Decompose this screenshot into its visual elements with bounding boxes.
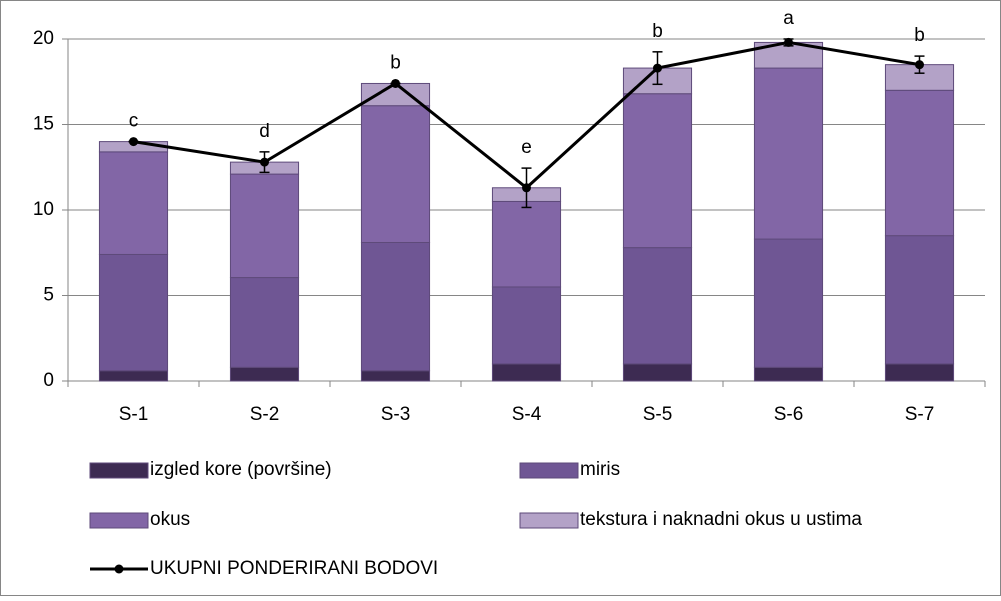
y-tick-label: 5 <box>43 285 54 306</box>
legend-label: miris <box>580 459 620 480</box>
legend-marker <box>114 564 124 574</box>
legend-label: UKUPNI PONDERIRANI BODOVI <box>150 558 438 579</box>
bar-segment <box>622 363 693 382</box>
bar-segment <box>360 105 431 243</box>
bar-segment <box>98 253 169 372</box>
total-point <box>260 157 269 167</box>
bar-segment <box>229 366 300 382</box>
x-tick-label: S-3 <box>381 404 411 425</box>
annotation: a <box>783 8 794 29</box>
bar-segment <box>98 370 169 382</box>
total-point <box>653 63 662 73</box>
bar-segment <box>360 370 431 382</box>
bar-segment <box>753 366 824 382</box>
bar-segment <box>753 238 824 368</box>
total-point <box>391 78 400 88</box>
annotation: b <box>914 25 925 46</box>
bar-segment <box>753 67 824 240</box>
x-tick-label: S-4 <box>512 404 542 425</box>
annotation: b <box>390 52 401 73</box>
y-tick-label: 10 <box>33 199 54 220</box>
bar-segment <box>491 200 562 288</box>
bar-segment <box>229 277 300 368</box>
legend-swatch <box>89 462 149 479</box>
bar-segment <box>491 286 562 365</box>
total-point <box>522 183 531 193</box>
total-point <box>915 60 924 70</box>
bar-segment <box>98 151 169 255</box>
legend-label: okus <box>150 509 190 530</box>
total-point <box>129 137 138 147</box>
bar-segment <box>884 89 955 237</box>
bar-segment <box>884 235 955 365</box>
x-tick-label: S-1 <box>119 404 149 425</box>
bar-segment <box>491 363 562 382</box>
annotation: b <box>652 21 663 42</box>
bar-segment <box>360 241 431 372</box>
x-tick-label: S-2 <box>250 404 280 425</box>
annotation: c <box>129 111 139 132</box>
annotation: e <box>521 137 532 158</box>
x-tick-label: S-5 <box>643 404 673 425</box>
bar-segment <box>622 247 693 365</box>
bar-segment <box>622 93 693 249</box>
y-tick-label: 0 <box>43 370 54 391</box>
legend-swatch <box>519 512 579 529</box>
bar-segment <box>229 173 300 279</box>
annotation: d <box>259 121 270 142</box>
total-point <box>784 37 793 47</box>
y-tick-label: 20 <box>33 28 54 49</box>
legend-label: izgled kore (površine) <box>150 459 332 480</box>
legend-swatch <box>519 462 579 479</box>
x-tick-label: S-6 <box>774 404 804 425</box>
legend-label: tekstura i naknadni okus u ustima <box>580 509 862 530</box>
legend-swatch <box>89 512 149 529</box>
y-tick-label: 15 <box>33 114 54 135</box>
x-tick-label: S-7 <box>905 404 935 425</box>
bar-segment <box>884 363 955 382</box>
